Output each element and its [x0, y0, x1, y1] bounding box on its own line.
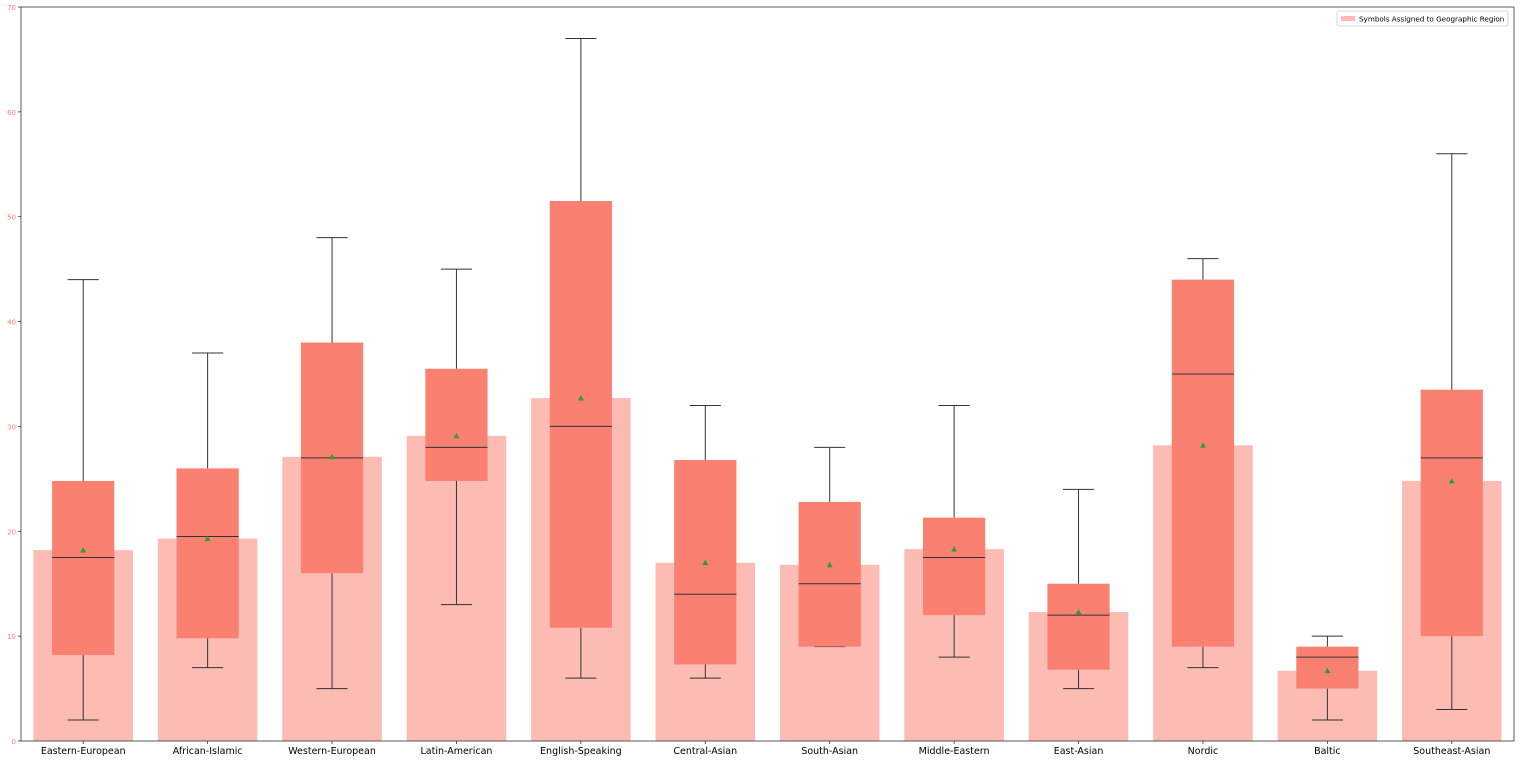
legend-swatch — [1341, 16, 1355, 21]
y-tick-label: 0 — [12, 738, 16, 746]
box — [1296, 646, 1359, 689]
box — [1171, 279, 1235, 647]
y-tick-label: 60 — [7, 109, 16, 117]
x-tick-label: Western-European — [288, 746, 376, 757]
y-tick-label: 70 — [7, 4, 16, 12]
x-tick-label: Nordic — [1188, 746, 1219, 757]
mean-marker — [80, 547, 87, 553]
x-tick-label: Central-Asian — [673, 746, 737, 757]
x-tick-label: Middle-Eastern — [919, 746, 990, 757]
x-tick-label: South-Asian — [801, 746, 858, 757]
legend-box — [1336, 10, 1509, 27]
y-tick-label: 10 — [7, 633, 16, 641]
mean-marker — [329, 453, 336, 460]
box — [798, 501, 861, 647]
x-tick-label: East-Asian — [1054, 746, 1104, 757]
y-tick-label: 20 — [7, 528, 16, 536]
box — [176, 468, 239, 639]
box — [549, 200, 612, 628]
x-tick-label: English-Speaking — [540, 746, 622, 757]
mean-marker — [577, 395, 584, 401]
y-tick-label: 50 — [7, 214, 16, 222]
x-tick-label: African-Islamic — [173, 746, 243, 757]
legend: Symbols Assigned to Geographic Region — [1336, 10, 1509, 27]
box — [52, 480, 115, 656]
mean-marker — [1199, 442, 1206, 448]
x-tick-label: Eastern-European — [41, 746, 126, 757]
x-tick-label: Latin-American — [420, 746, 492, 757]
mean-marker — [702, 559, 709, 566]
box — [1047, 583, 1110, 670]
boxplots-layer — [52, 37, 1483, 721]
mean-marker — [1448, 477, 1455, 484]
box — [1420, 389, 1483, 637]
mean-marker — [951, 546, 958, 552]
mean-marker — [826, 561, 833, 568]
plot-frame — [20, 6, 1515, 742]
mean-marker — [453, 432, 460, 439]
bars-layer — [33, 398, 1502, 741]
box — [923, 517, 986, 616]
y-tick-label: 40 — [7, 319, 16, 327]
legend-label: Symbols Assigned to Geographic Region — [1359, 15, 1504, 24]
x-tick-label: Southeast-Asian — [1413, 746, 1490, 757]
x-tick-label: Baltic — [1314, 746, 1341, 757]
mean-marker — [1075, 609, 1082, 615]
y-tick-label: 30 — [7, 423, 16, 431]
axes-layer: 0 10 20 30 40 50 60 70 Eastern-European African-I… — [7, 4, 1515, 757]
mean-marker — [204, 535, 211, 542]
mean-marker — [1324, 667, 1331, 674]
box — [425, 368, 488, 481]
